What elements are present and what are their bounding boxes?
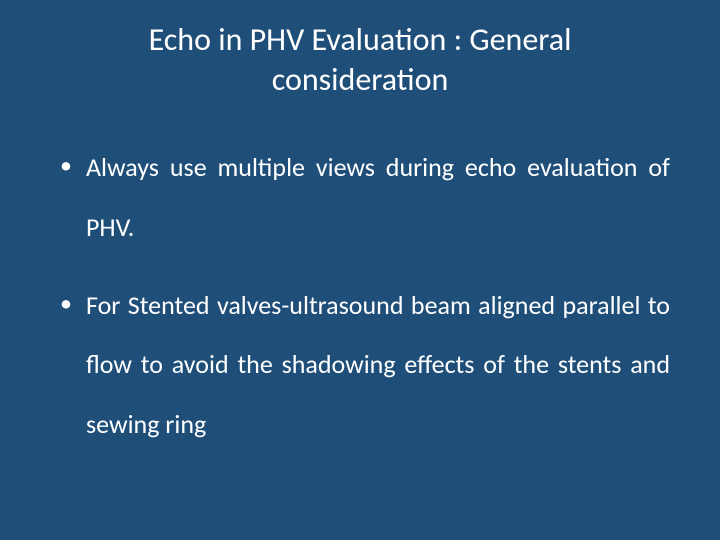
- bullet-item: For Stented valves-ultrasound beam align…: [60, 276, 670, 455]
- title-line-2: consideration: [272, 60, 449, 99]
- bullet-item: Always use multiple views during echo ev…: [60, 138, 670, 258]
- slide-title: Echo in PHV Evaluation : General conside…: [70, 20, 650, 100]
- title-line-1: Echo in PHV Evaluation : General: [149, 20, 572, 59]
- bullet-list: Always use multiple views during echo ev…: [50, 138, 670, 455]
